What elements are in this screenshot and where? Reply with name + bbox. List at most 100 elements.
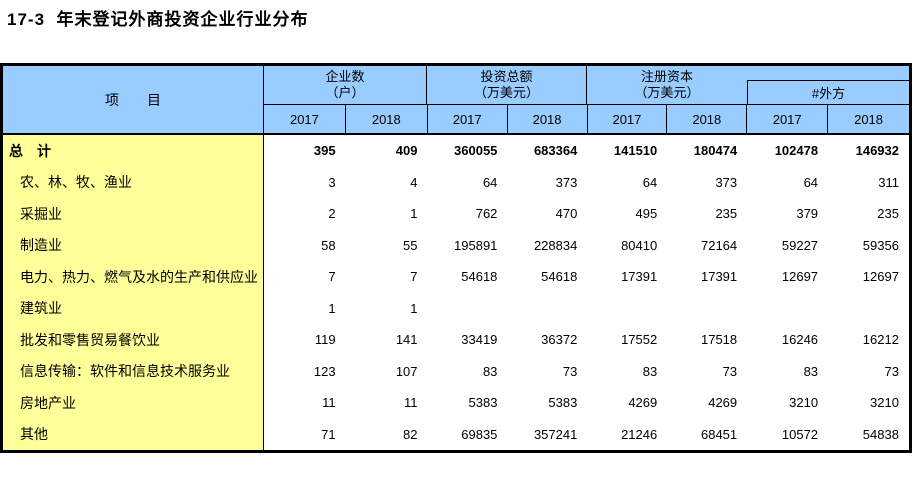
cell-value: 59227 [781, 237, 819, 253]
group-unit: （万美元） [634, 85, 700, 100]
table-row: 电力、热力、燃气及水的生产和供应业 7 7 54618 54618 17391 17391 1… [3, 261, 909, 293]
cell-value: 1 [410, 300, 418, 316]
group-label: 投资总额 [480, 69, 533, 84]
row-label: 建筑业 [3, 292, 264, 324]
cell-value: 58 [321, 237, 336, 253]
cell-value: 7 [410, 269, 418, 285]
cell-value: 373 [555, 174, 578, 190]
cell-value: 72164 [700, 237, 738, 253]
row-label: 农、林、牧、渔业 [3, 166, 264, 198]
item-column-header: 项 目 [3, 66, 264, 133]
statistics-table: 项 目 企业数 （户） 投资总额 （万美元） 注册资本 （万美元） [0, 63, 912, 453]
cell-value: 16246 [781, 332, 819, 348]
table-row: 信息传输：软件和信息技术服务业 123 107 83 73 83 73 83 73 [3, 355, 909, 387]
cell-value: 73 [884, 363, 899, 379]
cell-value: 180474 [693, 143, 738, 159]
cell-value: 3 [328, 174, 336, 190]
cell-value: 4269 [708, 395, 738, 411]
row-label: 房地产业 [3, 387, 264, 419]
row-label: 采掘业 [3, 198, 264, 230]
row-label: 制造业 [3, 229, 264, 261]
table-header: 项 目 企业数 （户） 投资总额 （万美元） 注册资本 （万美元） [3, 66, 909, 135]
cell-value: 68451 [700, 426, 738, 442]
cell-value: 33419 [461, 332, 498, 348]
cell-value: 4 [410, 174, 418, 190]
cell-value: 12697 [781, 269, 819, 285]
table-body: 总 计 395 409 360055 683364 141510 180474 102478 1… [3, 135, 909, 450]
cell-value: 3210 [870, 395, 899, 411]
cell-value: 83 [642, 363, 658, 379]
header-group-row: 企业数 （户） 投资总额 （万美元） 注册资本 （万美元） #外方 [264, 66, 909, 104]
table-title: 17-3 年末登记外商投资企业行业分布 [7, 10, 309, 29]
table-row: 采掘业 2 1 762 470 495 235 379 235 [3, 198, 909, 230]
cell-value [667, 293, 747, 325]
year-header: 2018 [667, 105, 748, 133]
cell-value: 54618 [461, 269, 498, 285]
cell-value: 1 [328, 300, 336, 316]
cell-value: 470 [555, 206, 578, 222]
cell-value: 7 [328, 269, 336, 285]
cell-value: 17518 [700, 332, 738, 348]
header-right: 企业数 （户） 投资总额 （万美元） 注册资本 （万美元） #外方 [264, 66, 909, 133]
row-label: 总 计 [3, 135, 264, 167]
cell-value: 83 [482, 363, 498, 379]
cell-value: 146932 [855, 143, 899, 159]
group-registered-capital: 注册资本 （万美元） [587, 66, 747, 104]
cell-value: 80410 [621, 237, 658, 253]
table-row: 房地产业 11 11 5383 5383 4269 4269 3210 3210 [3, 387, 909, 419]
cell-value: 69835 [461, 426, 498, 442]
cell-value: 119 [314, 332, 336, 348]
group-label: 企业数 [325, 69, 365, 84]
cell-value: 5383 [548, 395, 578, 411]
cell-value: 228834 [533, 237, 578, 253]
cell-value: 82 [403, 426, 418, 442]
cell-value: 235 [715, 206, 738, 222]
cell-value: 762 [475, 206, 498, 222]
cell-value: 55 [403, 237, 418, 253]
cell-value: 373 [715, 174, 738, 190]
cell-value [828, 293, 909, 325]
cell-value: 141510 [613, 143, 658, 159]
cell-value: 4269 [628, 395, 658, 411]
group-enterprise-count: 企业数 （户） [264, 66, 427, 104]
group-label: 注册资本 [640, 69, 693, 84]
cell-value: 71 [321, 426, 336, 442]
year-header: 2018 [508, 105, 588, 133]
year-header: 2018 [346, 105, 428, 133]
cell-value: 10572 [781, 426, 819, 442]
header-year-row: 2017 2018 2017 2018 2017 2018 2017 2018 [264, 104, 909, 133]
cell-value: 495 [635, 206, 658, 222]
cell-value [428, 293, 508, 325]
cell-value: 36372 [541, 332, 578, 348]
cell-value: 311 [878, 174, 899, 190]
cell-value: 409 [395, 143, 418, 159]
cell-value: 683364 [533, 143, 578, 159]
table-row: 其他 71 82 69835 357241 21246 68451 10572 54838 [3, 418, 909, 450]
cell-value: 16212 [862, 332, 899, 348]
cell-value: 5383 [468, 395, 498, 411]
cell-value: 11 [404, 395, 418, 411]
row-label: 其他 [3, 418, 264, 450]
row-label: 信息传输：软件和信息技术服务业 [3, 355, 264, 387]
cell-value: 3210 [789, 395, 819, 411]
cell-value: 17391 [621, 269, 658, 285]
cell-value: 195891 [454, 237, 498, 253]
year-header: 2017 [747, 105, 829, 133]
cell-value: 102478 [774, 143, 819, 159]
group-unit: （户） [325, 85, 365, 100]
group-foreign-party: #外方 [747, 80, 909, 104]
cell-value: 64 [642, 174, 658, 190]
group-registered-capital-area: 注册资本 （万美元） #外方 [587, 66, 909, 104]
cell-value: 379 [796, 206, 819, 222]
cell-value: 107 [395, 363, 418, 379]
cell-value: 357241 [533, 426, 578, 442]
year-header: 2017 [588, 105, 668, 133]
cell-value: 73 [722, 363, 738, 379]
cell-value: 64 [803, 174, 819, 190]
cell-value: 59356 [862, 237, 899, 253]
row-label: 批发和零售贸易餐饮业 [3, 324, 264, 356]
table-row: 总 计 395 409 360055 683364 141510 180474 102478 1… [3, 135, 909, 167]
cell-value: 73 [562, 363, 578, 379]
cell-value: 64 [482, 174, 498, 190]
